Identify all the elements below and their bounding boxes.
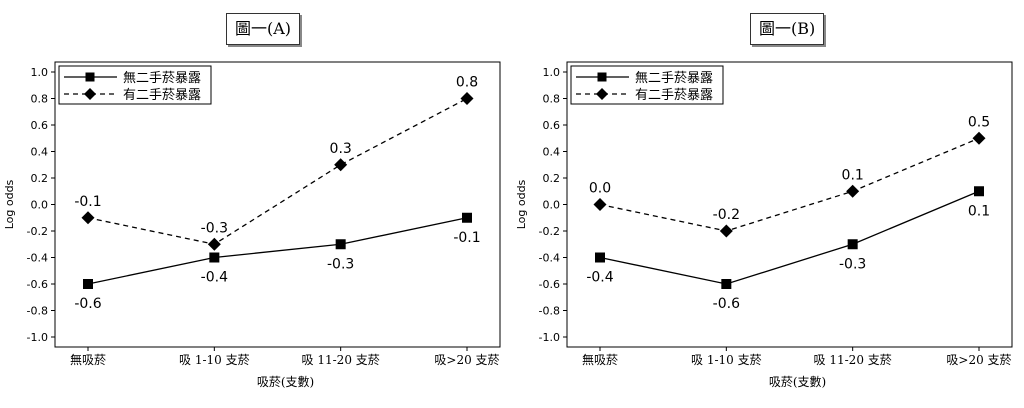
data-point-diamond xyxy=(460,92,474,105)
y-tick-label: 0.8 xyxy=(31,93,49,106)
legend-marker-diamond xyxy=(596,88,608,100)
data-label: 0.1 xyxy=(968,203,990,219)
data-label: -0.3 xyxy=(327,256,354,272)
y-tick-label: -0.8 xyxy=(539,305,560,318)
series-line-1 xyxy=(87,217,468,285)
data-point-diamond xyxy=(334,158,348,172)
x-tick-label: 無吸菸 xyxy=(582,352,618,367)
series-line-2 xyxy=(87,97,468,245)
data-point-square xyxy=(335,239,346,250)
x-tick-label: 無吸菸 xyxy=(70,352,106,367)
y-tick-label: 1.0 xyxy=(543,66,561,79)
data-label: -0.2 xyxy=(713,207,740,223)
y-tick-label: 0.0 xyxy=(31,199,49,212)
y-tick-label: -1.0 xyxy=(539,331,560,344)
y-tick-label: -0.8 xyxy=(27,305,48,318)
data-point-square xyxy=(462,212,472,223)
data-label: -0.3 xyxy=(839,256,866,272)
chart-b-svg: 1.0 0.8 0.6 0.4 0.2 0.0 -0.2 -0.4 -0.6 -0.8 -1.0 Lo… xyxy=(515,61,1013,389)
y-tick-label: 0.4 xyxy=(31,146,49,159)
y-tick-label: 1.0 xyxy=(31,66,49,79)
chart-panel-a: 圖一(A) 1.0 0.8 0.6 0.4 0.2 0.0 -0.2 -0.4 -0.6 -0.8… xyxy=(3,13,501,389)
plot-frame xyxy=(566,61,1013,348)
data-label: 0.3 xyxy=(330,141,352,157)
data-point-diamond xyxy=(81,211,95,225)
y-tick-label: 0.8 xyxy=(543,93,561,106)
legend-label: 無二手菸暴露 xyxy=(123,71,201,86)
legend-marker-diamond xyxy=(84,88,96,100)
data-point-square xyxy=(847,239,858,250)
y-tick-label: 0.4 xyxy=(543,146,561,159)
legend-marker-square xyxy=(85,72,95,82)
y-tick-label: -0.2 xyxy=(539,225,560,238)
legend-marker-square xyxy=(597,72,607,82)
data-point-diamond xyxy=(972,131,986,145)
legend-label: 有二手菸暴露 xyxy=(635,88,713,103)
chart-a-svg: 1.0 0.8 0.6 0.4 0.2 0.0 -0.2 -0.4 -0.6 -0.8 -1.0 Lo… xyxy=(3,61,501,389)
chart-title: 圖一(A) xyxy=(226,13,301,45)
y-axis-label: Log odds xyxy=(515,179,528,229)
y-tick-label: 0.2 xyxy=(31,172,49,185)
data-label: 0.0 xyxy=(589,181,611,197)
data-point-diamond xyxy=(593,198,607,211)
data-label: -0.4 xyxy=(586,270,613,286)
data-label: 0.1 xyxy=(842,167,864,183)
data-point-diamond xyxy=(846,184,860,198)
y-tick-label: 0.0 xyxy=(543,199,561,212)
y-tick-label: -0.6 xyxy=(539,278,560,291)
series-line-2 xyxy=(599,137,980,232)
x-tick-label: 吸 1-10 支菸 xyxy=(691,353,762,367)
y-tick-label: 0.6 xyxy=(543,119,561,132)
data-label: 0.5 xyxy=(968,114,990,130)
y-tick-label: -0.2 xyxy=(27,225,48,238)
legend-box xyxy=(570,65,724,105)
plot-frame xyxy=(54,61,501,348)
x-tick-label: 吸>20 支菸 xyxy=(434,353,499,367)
x-tick-label: 吸 11-20 支菸 xyxy=(302,353,380,367)
series-line-1 xyxy=(599,190,980,285)
data-point-diamond xyxy=(207,237,221,251)
data-label: -0.3 xyxy=(201,220,228,236)
legend-box xyxy=(58,65,212,105)
y-tick-label: 0.2 xyxy=(543,172,561,185)
data-label: -0.6 xyxy=(713,296,740,312)
data-point-diamond xyxy=(719,224,733,238)
data-label: 0.8 xyxy=(456,75,478,91)
chart-title: 圖一(B) xyxy=(750,13,825,45)
y-tick-label: -1.0 xyxy=(27,331,48,344)
data-point-square xyxy=(83,279,93,289)
y-tick-label: 0.6 xyxy=(31,119,49,132)
data-point-square xyxy=(974,186,984,197)
x-tick-label: 吸>20 支菸 xyxy=(946,353,1011,367)
x-axis-label: 吸菸(支數) xyxy=(769,375,826,389)
data-point-square xyxy=(721,279,732,289)
x-tick-label: 吸 1-10 支菸 xyxy=(179,353,250,367)
data-label: -0.6 xyxy=(74,296,101,312)
legend-label: 有二手菸暴露 xyxy=(123,88,201,103)
y-tick-label: -0.4 xyxy=(27,252,48,265)
y-tick-label: -0.4 xyxy=(539,252,560,265)
data-label: -0.1 xyxy=(74,194,101,210)
x-axis-label: 吸菸(支數) xyxy=(257,375,314,389)
y-axis-label: Log odds xyxy=(3,179,16,229)
chart-panel-b: 圖一(B) 1.0 0.8 0.6 0.4 0.2 0.0 -0.2 -0.4 -0.6 -0.8… xyxy=(512,0,1024,408)
y-tick-label: -0.6 xyxy=(27,278,48,291)
data-label: -0.4 xyxy=(201,270,228,286)
data-point-square xyxy=(595,252,605,263)
data-point-square xyxy=(209,252,220,263)
data-label: -0.1 xyxy=(453,230,480,246)
legend-label: 無二手菸暴露 xyxy=(635,71,713,86)
x-tick-label: 吸 11-20 支菸 xyxy=(814,353,892,367)
